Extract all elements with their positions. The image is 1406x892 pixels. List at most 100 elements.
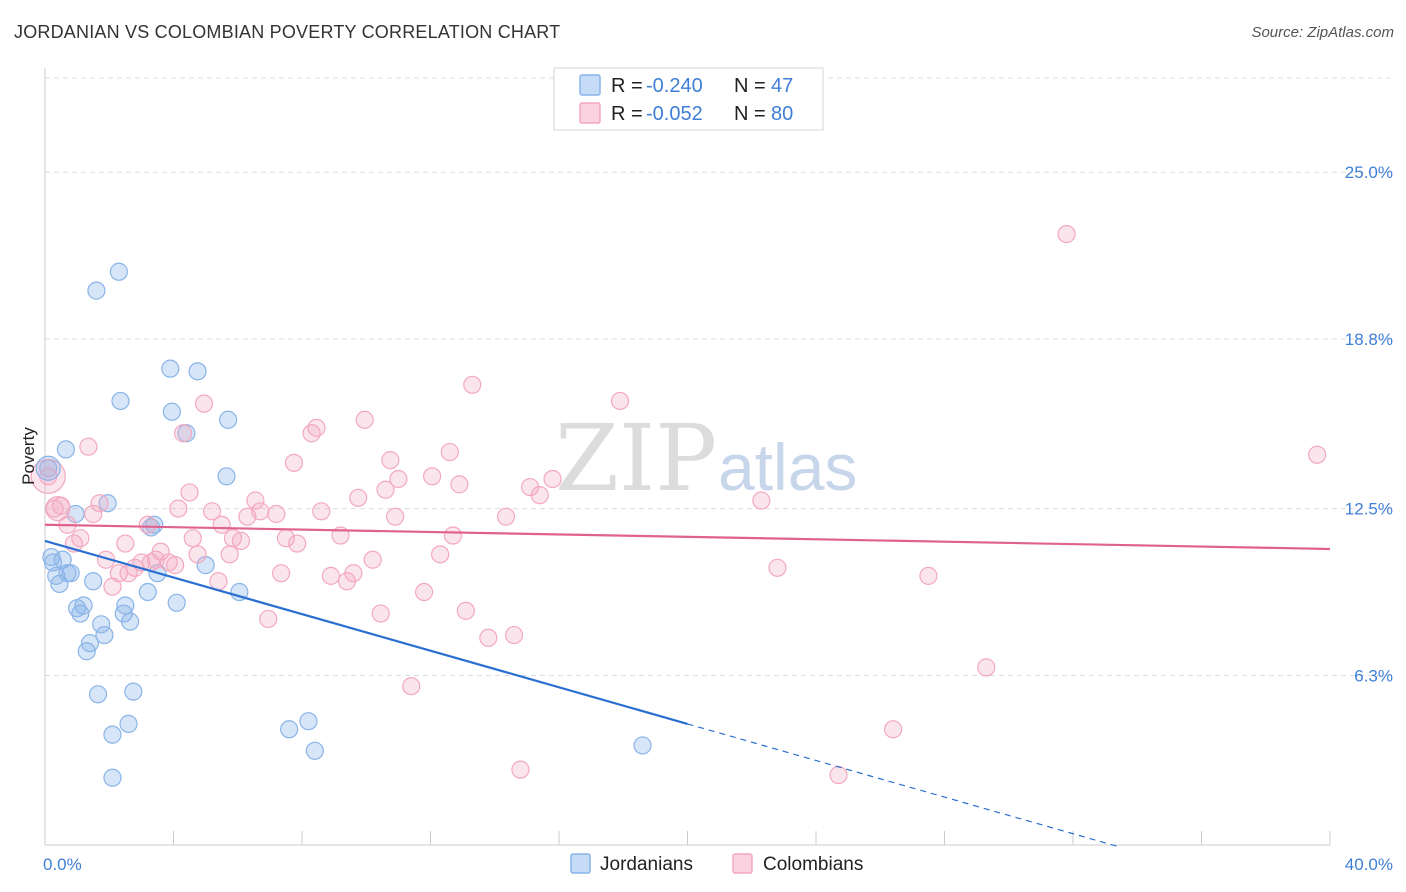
colombian-point xyxy=(363,550,382,569)
watermark-zip: ZIP xyxy=(555,405,717,512)
legend-n-label: N = xyxy=(734,103,766,125)
colombian-point xyxy=(272,564,291,583)
colombian-point xyxy=(456,601,475,620)
colombian-point xyxy=(321,566,341,585)
y-tick-label: 18.8% xyxy=(1345,330,1393,349)
colombian-point xyxy=(479,628,498,647)
colombian-point xyxy=(1308,445,1327,464)
colombian-point xyxy=(883,720,903,739)
y-axis-label: Poverty xyxy=(19,427,38,485)
colombian-point xyxy=(90,494,109,513)
colombian-point xyxy=(768,558,787,577)
trend-lines xyxy=(44,523,1331,848)
colombian-point xyxy=(246,491,265,510)
colombian-point xyxy=(231,531,251,550)
colombian-point xyxy=(381,451,400,470)
colombian-point xyxy=(919,566,938,585)
colombian-point xyxy=(376,480,395,499)
legend-n-value: 80 xyxy=(771,103,793,125)
colombian-point xyxy=(183,529,202,548)
colombian-point xyxy=(1057,224,1076,244)
legend-swatch-jordanians xyxy=(579,74,601,96)
jordanian-point xyxy=(74,596,93,615)
jordanian-point xyxy=(138,582,157,602)
colombian-point xyxy=(71,529,90,548)
jordanian-point xyxy=(87,281,106,300)
jordanian-point xyxy=(219,410,238,429)
legend-r-value: -0.052 xyxy=(646,103,703,125)
legend-r-value: -0.240 xyxy=(646,75,703,97)
colombian-point xyxy=(496,507,516,526)
colombian-point xyxy=(302,424,321,443)
colombian-point xyxy=(414,582,434,602)
colombian-point xyxy=(371,604,390,623)
watermark: ZIP atlas xyxy=(555,405,857,512)
jordanian-point xyxy=(119,714,138,733)
colombian-point xyxy=(79,437,98,456)
colombian-point xyxy=(174,424,193,443)
colombian-point xyxy=(312,502,331,521)
colombian-point xyxy=(307,418,326,437)
gridlines xyxy=(45,77,1395,676)
colombian-point xyxy=(463,375,482,394)
jordanian-point xyxy=(124,682,143,701)
jordanian-point xyxy=(109,262,128,281)
jordanian-point xyxy=(217,467,236,486)
jordanian-point xyxy=(280,720,299,739)
jordanian-point xyxy=(56,440,75,459)
colombian-point xyxy=(450,475,469,494)
colombian-point xyxy=(977,658,996,677)
colombian-point xyxy=(511,760,530,779)
y-tick-label: 12.5% xyxy=(1345,500,1393,519)
jordanian-point xyxy=(35,455,61,481)
jordanian-point xyxy=(103,768,122,787)
colombian-point xyxy=(423,467,442,486)
jordanian-point xyxy=(53,550,72,569)
colombian-point xyxy=(169,499,188,518)
jordanian-point xyxy=(230,582,249,602)
colombian-point xyxy=(84,504,103,524)
jordanian-trend-extension xyxy=(687,723,1122,848)
x-tick-label: 0.0% xyxy=(43,855,82,874)
legend-swatch-colombians xyxy=(579,102,601,124)
colombian-point xyxy=(443,526,463,545)
colombian-point xyxy=(188,545,207,564)
jordanian-point xyxy=(111,391,130,411)
y-tick-label: 25.0% xyxy=(1345,163,1393,182)
colombian-point xyxy=(402,677,421,696)
colombian-point xyxy=(267,504,286,524)
colombian-point xyxy=(440,442,459,462)
colombian-point xyxy=(288,534,307,553)
x-tick-label: 40.0% xyxy=(1345,855,1393,874)
jordanian-point xyxy=(95,625,114,645)
colombian-point xyxy=(530,486,549,505)
colombian-point xyxy=(389,469,408,489)
colombian-point xyxy=(284,453,304,472)
colombian-point xyxy=(829,765,848,785)
jordanian-point xyxy=(161,359,180,378)
colombian-point xyxy=(344,564,363,583)
colombian-point xyxy=(543,469,562,489)
jordanian-point xyxy=(88,685,108,704)
tick-labels: 6.3% 12.5% 18.8% 25.0% 0.0% 40.0% xyxy=(43,163,1393,874)
colombian-point xyxy=(45,495,71,522)
jordanian-point xyxy=(80,634,100,653)
colombian-point xyxy=(166,556,185,575)
jordanian-point xyxy=(162,402,181,421)
source-credit: Source: ZipAtlas.com xyxy=(1251,24,1394,41)
colombian-point xyxy=(212,515,231,534)
colombian-point xyxy=(386,507,405,526)
colombian-point xyxy=(752,491,771,510)
colombian-point xyxy=(349,488,368,507)
y-tick-label: 6.3% xyxy=(1354,666,1393,685)
series-label-jordanians: Jordanians xyxy=(600,854,693,875)
chart-title: JORDANIAN VS COLOMBIAN POVERTY CORRELATI… xyxy=(14,22,561,42)
series-label-colombians: Colombians xyxy=(763,854,863,875)
jordanian-trend-line xyxy=(44,539,688,725)
colombian-point xyxy=(504,625,524,645)
colombian-point xyxy=(259,609,278,629)
data-points xyxy=(30,224,1327,787)
colombian-point xyxy=(251,502,270,521)
colombian-point xyxy=(116,534,135,553)
